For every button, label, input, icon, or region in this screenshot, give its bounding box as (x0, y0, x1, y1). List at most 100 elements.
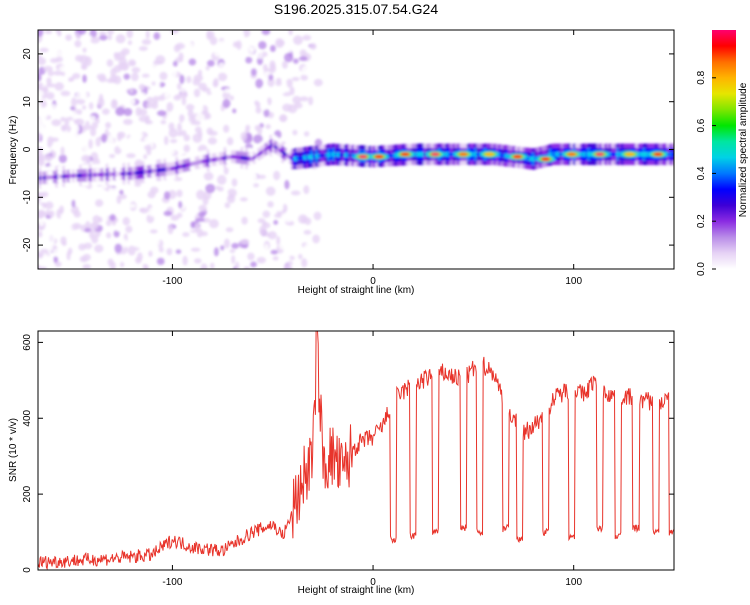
snr-dropouts (392, 527, 673, 541)
heatmap-cell (89, 115, 96, 121)
heatmap-cell (229, 38, 235, 44)
heatmap-cell (163, 191, 171, 200)
heatmap-cell (298, 253, 303, 260)
heatmap-cell (82, 124, 92, 131)
heatmap-cell (176, 189, 183, 198)
heatmap-cell (269, 45, 276, 52)
heatmap-cell (148, 250, 153, 257)
heatmap-cell (82, 47, 87, 53)
heatmap-cell (76, 109, 83, 115)
heatmap-cell (50, 137, 59, 142)
heatmap-cell (293, 35, 303, 45)
heatmap-cell (96, 73, 106, 81)
heatmap-cell (135, 55, 141, 64)
heatmap-cell (205, 94, 216, 104)
heatmap-cell (245, 56, 253, 64)
snr-dropout-point (434, 531, 436, 533)
heatmap-cell (238, 90, 249, 97)
heatmap-cell (293, 251, 299, 258)
heatmap-cell (116, 195, 122, 204)
heatmap-cell (83, 242, 93, 250)
heatmap-cell (194, 217, 205, 222)
heatmap-cell (253, 134, 263, 144)
heatmap-cell (282, 81, 288, 89)
heatmap-cell (143, 154, 148, 160)
heatmap-cell (255, 101, 261, 109)
heatmap-cell (69, 106, 76, 111)
heatmap-cell (48, 210, 55, 218)
heatmap-cell (71, 97, 78, 108)
heatmap-cell (51, 103, 57, 112)
heatmap-cell (71, 111, 77, 120)
heatmap-cell (269, 63, 277, 73)
snr-dropout-point (544, 531, 547, 533)
top-y-tick-label: 10 (22, 96, 33, 108)
heatmap-cell (181, 69, 191, 77)
heatmap-cell (38, 204, 43, 211)
top-y-axis-label: Frequency (Hz) (8, 116, 19, 185)
heatmap-cell (138, 132, 144, 139)
heatmap-cell (60, 116, 66, 122)
top-x-tick-label: 100 (565, 276, 582, 287)
heatmap-cell (208, 219, 219, 229)
heatmap-cell (152, 95, 159, 104)
heatmap-cell (177, 110, 188, 115)
heatmap-cell (57, 132, 67, 143)
heatmap-cell (262, 166, 268, 172)
heatmap-cell (313, 102, 323, 108)
heatmap-cell (141, 73, 150, 78)
heatmap-cell (70, 254, 79, 260)
heatmap-cell (163, 93, 171, 98)
heatmap-cell (167, 53, 177, 62)
heatmap-cell (153, 32, 161, 40)
heatmap-cell (187, 209, 198, 217)
heatmap-cells (38, 30, 674, 269)
heatmap-cell (279, 114, 288, 123)
heatmap-cell (115, 223, 121, 232)
heatmap-hotspot (458, 152, 468, 157)
heatmap-cell (287, 104, 298, 114)
heatmap-cell (238, 30, 245, 40)
colorbar-ticks: 0.0 0.2 0.4 0.6 0.8 (696, 70, 716, 276)
heatmap-cell (100, 239, 107, 244)
heatmap-cell (173, 243, 181, 252)
heatmap-cell (76, 98, 86, 105)
heatmap-cell (82, 35, 92, 42)
heatmap-cell (283, 234, 288, 240)
heatmap-cell (232, 108, 237, 114)
heatmap-cell (242, 30, 251, 38)
heatmap-cell (98, 123, 104, 131)
heatmap-cell (112, 99, 118, 109)
heatmap-cell (231, 242, 239, 249)
heatmap-cell (155, 235, 160, 246)
heatmap-cell (292, 95, 302, 105)
snr-dropout-point (392, 539, 394, 541)
heatmap-cell (51, 119, 62, 127)
heatmap-cell (166, 235, 175, 245)
heatmap-cell (250, 261, 257, 268)
heatmap-cell (270, 260, 279, 269)
heatmap-cell (292, 129, 298, 136)
heatmap-cell (241, 118, 250, 123)
heatmap-cell (52, 248, 61, 257)
heatmap-cell (38, 124, 45, 135)
heatmap-cell (273, 220, 279, 225)
snr-dropout-point (671, 531, 673, 533)
heatmap-cell (71, 222, 82, 230)
heatmap-cell (308, 186, 316, 192)
heatmap-cell (175, 57, 184, 63)
heatmap-cell (213, 48, 221, 57)
heatmap-hotspot (400, 152, 410, 157)
heatmap-cell (82, 141, 89, 152)
heatmap-cell (267, 231, 277, 240)
heatmap-cell (52, 144, 57, 152)
heatmap-cell (222, 98, 231, 108)
top-x-tick-label: -100 (162, 276, 182, 287)
bottom-y-tick-label: 400 (22, 409, 33, 426)
heatmap-cell (254, 245, 263, 252)
heatmap-cell (38, 231, 43, 238)
heatmap-cell (275, 80, 282, 86)
heatmap-cell (229, 128, 240, 135)
heatmap-cell (314, 138, 323, 147)
heatmap-cell (158, 246, 165, 253)
